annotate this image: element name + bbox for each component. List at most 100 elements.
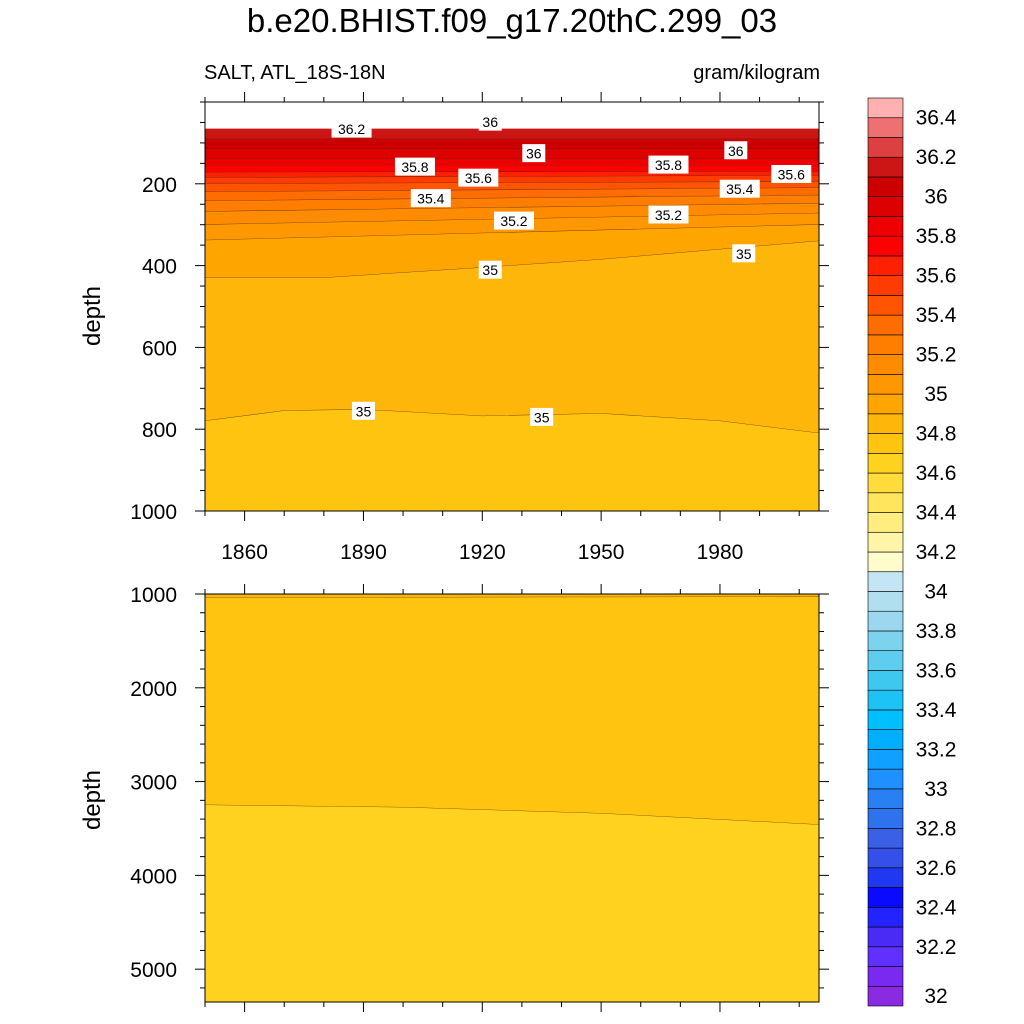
colorbar-box-34.4 (867, 512, 904, 533)
colorbar-box-35.6 (867, 275, 904, 296)
contour-label-box (732, 244, 756, 263)
contour-label: 35.6 (771, 164, 812, 183)
lower-panel: 1000 2000 3000 4000 5000 (130, 584, 829, 1012)
contour-label: 35.8 (648, 155, 689, 174)
colorbar-box-35.1 (867, 374, 904, 395)
contour-label-box (458, 168, 499, 187)
contour-label: 35.4 (410, 189, 451, 208)
contour-label: 35 (351, 401, 375, 420)
contour-label: 35 (478, 260, 502, 279)
colorbar-box-32 (867, 985, 904, 1007)
contour-band-36.2 (205, 128, 819, 139)
y-tick-label: 1000 (130, 584, 177, 607)
colorbar-box-35.4 (867, 314, 904, 336)
contour-label: 35.4 (719, 179, 760, 198)
contour-label: 35.8 (394, 157, 435, 176)
colorbar-box-35 (867, 393, 904, 415)
colorbar-tick-label: 33.8 (916, 620, 957, 643)
colorbar-box-34.2 (867, 551, 904, 573)
colorbar-box-34.9 (867, 413, 904, 434)
colorbar-box-32.2 (867, 946, 904, 967)
contour-band-34.8 (205, 596, 819, 825)
variable-region-label: SALT, ATL_18S-18N (204, 62, 386, 84)
contour-label-text: 35.4 (726, 181, 753, 197)
contour-label-box (724, 141, 748, 160)
colorbar-tick-label: 35.6 (916, 265, 957, 288)
colorbar-box-34.8 (867, 433, 904, 454)
colorbar-tick-label: 35.8 (916, 225, 957, 248)
colorbar-tick-label: 35.4 (916, 304, 957, 327)
contour-label-text: 35.6 (778, 166, 805, 182)
colorbar-box-32.3 (867, 926, 904, 948)
contour-label-text: 36 (526, 146, 542, 162)
contour-band-35.5 (205, 181, 819, 192)
contour-label-text: 35.8 (401, 159, 428, 175)
colorbar-box-34.1 (867, 571, 904, 592)
colorbar-tick-label: 33 (924, 778, 947, 801)
colorbar-tick-label: 36.2 (916, 146, 957, 169)
contour-label-text: 35.6 (465, 170, 492, 186)
contour-band-35 (205, 224, 819, 278)
contour-label-text: 35 (736, 246, 752, 262)
y-tick-label: 2000 (130, 678, 177, 701)
contour-label-box (522, 144, 546, 163)
contour-label-text: 35 (534, 409, 550, 425)
colorbar-box-33.2 (867, 749, 904, 770)
colorbar-box-33.3 (867, 729, 904, 750)
colorbar-tick-label: 35 (924, 383, 947, 406)
colorbar-box-34.5 (867, 492, 904, 513)
colorbar-tick-label: 33.4 (916, 699, 957, 722)
colorbar-tick-label: 33.6 (916, 659, 957, 682)
colorbar-tick-label: 34.8 (916, 423, 957, 446)
y-tick-label: 3000 (130, 772, 177, 795)
x-tick-label: 1890 (340, 541, 387, 564)
contour-band-34.8 (205, 409, 819, 511)
colorbar-tick-label: 34.4 (916, 502, 957, 525)
plot-frame (204, 593, 820, 1003)
contour-label: 35 (732, 244, 756, 263)
contour-label-box (478, 260, 502, 279)
contour-band-35.6 (205, 175, 819, 184)
contour-label-box (530, 407, 554, 426)
y-tick-label: 200 (142, 174, 177, 197)
colorbar-box-33.5 (867, 689, 904, 711)
contour-label-box (648, 155, 689, 174)
colorbar: 32 32.2 32.4 32.6 32.8 33 33.2 33.4 33.6 33.8 34 34… (867, 97, 957, 1008)
contour-label: 36 (522, 144, 546, 163)
contour-label: 35 (530, 407, 554, 426)
units-label: gram/kilogram (693, 62, 820, 84)
colorbar-tick-label: 34 (924, 580, 948, 603)
contour-label-box (351, 401, 375, 420)
colorbar-box-34.6 (867, 472, 904, 494)
contour-label-box (493, 211, 534, 230)
colorbar-box-35.3 (867, 334, 904, 355)
contour-band-35.9 (205, 159, 819, 166)
contour-label-text: 35.2 (500, 213, 527, 229)
contour-label: 35.6 (458, 168, 499, 187)
contour-label: 36 (478, 112, 502, 131)
contour-fills (205, 128, 819, 511)
contour-label: 36.2 (331, 119, 372, 138)
x-tick-label: 1920 (459, 541, 506, 564)
colorbar-tick-label: 35.2 (916, 344, 957, 367)
contour-label-box (478, 112, 502, 131)
x-tick-label: 1980 (697, 541, 744, 564)
contour-label-text: 35.8 (655, 157, 682, 173)
x-tick-label: 1860 (221, 541, 268, 564)
colorbar-tick-label: 34.2 (916, 541, 957, 564)
colorbar-box-36 (867, 196, 904, 217)
contour-label-text: 36 (482, 114, 498, 130)
colorbar-box-36.5 (867, 97, 904, 119)
y-tick-label: 1000 (130, 501, 177, 524)
contour-label-text: 35 (356, 403, 372, 419)
colorbar-box-34.7 (867, 453, 904, 474)
contour-label-box (771, 164, 812, 183)
y-tick-label: 5000 (130, 959, 177, 982)
colorbar-box-36.3 (867, 137, 904, 158)
colorbar-box-34.3 (867, 531, 904, 553)
colorbar-tick-label: 36 (924, 186, 947, 209)
contour-label-text: 36.2 (338, 121, 365, 137)
colorbar-box-35.2 (867, 354, 904, 375)
contour-label-text: 35.2 (655, 207, 682, 223)
